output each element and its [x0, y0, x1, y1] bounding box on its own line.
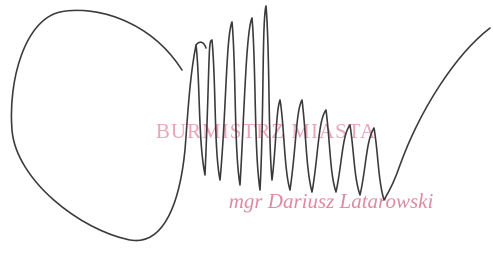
signature-document: BURMISTRZ MIASTA mgr Dariusz Latarowski	[0, 0, 493, 269]
stamp-name: mgr Dariusz Latarowski	[229, 189, 434, 213]
signature-stroke	[196, 42, 206, 48]
stamp-title: BURMISTRZ MIASTA	[156, 119, 376, 143]
